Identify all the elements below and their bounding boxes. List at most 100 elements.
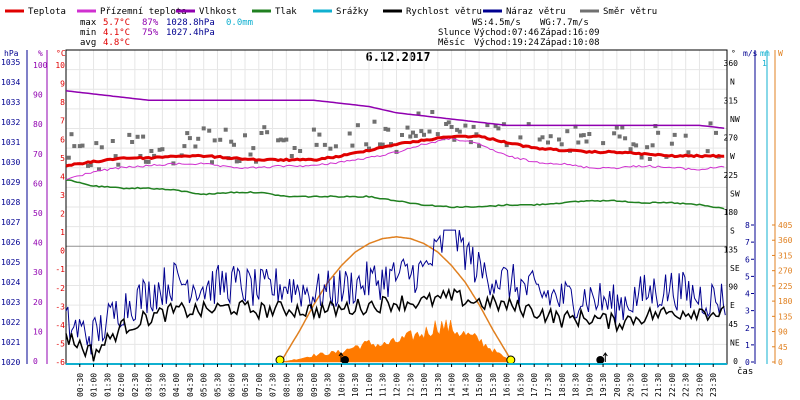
degc-tick-label: 10 — [55, 61, 65, 70]
stat-temperature: 4.1°C — [103, 28, 130, 38]
ms-tick-label: 0 — [745, 358, 750, 367]
x-tick-label: 17:00 — [530, 373, 539, 397]
moon-label: Měsíc — [438, 38, 465, 48]
axes: 00:30 01:00 01:30 02:00 02:30 03:00 03:30 04:00… — [1, 49, 793, 397]
degc-tick-label: -3 — [55, 302, 65, 311]
x-tick-label: 11:30 — [379, 373, 388, 397]
pct-tick-label: 0 — [33, 357, 38, 366]
wind-direction-point — [686, 150, 691, 155]
wind-direction-point — [196, 136, 201, 141]
degc-tick-label: -4 — [55, 321, 65, 330]
wind-direction-point — [66, 155, 71, 160]
wind-direction-point — [430, 110, 435, 114]
wind-direction-point — [289, 154, 294, 158]
wind-direction-point — [546, 140, 550, 145]
wind-direction-point — [463, 123, 468, 128]
stat-pressure: 1027.4hPa — [166, 28, 215, 38]
moonset-info: Západ:10:08 — [540, 38, 600, 48]
solar-radiation-area — [280, 319, 513, 363]
x-tick-label: 20:30 — [627, 373, 636, 397]
wind-direction-point — [669, 141, 674, 146]
moonrise-marker — [596, 356, 605, 364]
legend-label: Rychlost větru — [406, 7, 482, 17]
wind-direction-point — [367, 146, 371, 151]
wind-direction-point — [135, 134, 140, 139]
hpa-tick-label: 1025 — [1, 258, 20, 267]
dir-tick-label: SE — [730, 264, 740, 273]
x-tick-label: 21:30 — [654, 373, 663, 397]
ms-tick-label: 1 — [745, 341, 750, 350]
wind-direction-point — [708, 121, 713, 126]
wind-direction-point — [234, 159, 239, 164]
wind-direction-point — [457, 129, 462, 134]
mm-axis-unit: mm — [760, 49, 770, 58]
x-tick-label: 08:00 — [282, 373, 291, 397]
wind-direction-point — [501, 122, 506, 127]
wind-direction-point — [201, 126, 206, 131]
humidity-line — [65, 90, 725, 129]
pct-tick-label: 10 — [33, 327, 43, 336]
dir-tick-label: 90 — [728, 283, 738, 292]
degc-tick-label: 4 — [60, 172, 65, 181]
wind-direction-point — [411, 130, 415, 135]
wind-direction-point — [88, 163, 93, 168]
legend-label: Přízemní teplota — [100, 7, 187, 17]
wind-direction-point — [80, 143, 85, 148]
wind-direction-point — [576, 140, 581, 145]
w-tick-label: 0 — [778, 358, 783, 367]
x-tick-label: 06:30 — [241, 373, 250, 397]
wind-direction-point — [631, 142, 636, 147]
moonrise-info: Východ:19:24 — [474, 38, 539, 48]
wind-direction-point — [265, 130, 270, 135]
wind-direction-point — [628, 147, 633, 152]
x-axis-label: čas — [737, 366, 753, 377]
pct-tick-label: 70 — [33, 150, 43, 159]
wind-direction-point — [322, 142, 327, 147]
sunrise-info: Východ:07:46 — [474, 28, 539, 38]
x-tick-label: 01:30 — [103, 373, 112, 397]
wind-direction-point — [149, 149, 154, 153]
dir-tick-label: 135 — [724, 245, 739, 254]
x-tick-label: 23:30 — [709, 373, 718, 397]
wind-direction-point — [446, 120, 451, 125]
sunset-info: Západ:16:09 — [540, 28, 600, 38]
wind-direction-point — [355, 123, 360, 128]
wind-gust-info: WG:7.7m/s — [540, 18, 589, 28]
wind-direction-point — [380, 142, 385, 147]
wind-direction-point — [298, 149, 303, 153]
wind-speed-line — [65, 287, 725, 362]
degc-tick-label: 7 — [60, 117, 65, 126]
legend-label: Směr větru — [603, 7, 657, 17]
wind-direction-point — [284, 137, 289, 142]
wind-direction-point — [623, 136, 628, 141]
legend-label: Náraz větru — [506, 7, 566, 17]
x-tick-label: 12:30 — [406, 373, 415, 397]
degc-tick-label: 3 — [60, 191, 65, 200]
wind-direction-point — [276, 138, 281, 143]
stat-label: avg — [80, 38, 96, 48]
degc-axis-unit: °C — [56, 49, 66, 58]
wind-direction-point — [77, 144, 82, 149]
x-tick-label: 05:30 — [213, 373, 222, 397]
wind-direction-point — [584, 139, 589, 144]
x-tick-label: 10:00 — [337, 373, 346, 397]
pressure-line — [65, 179, 725, 210]
wind-direction-point — [634, 143, 639, 148]
wind-direction-point — [496, 126, 501, 131]
wind-direction-point — [232, 142, 236, 147]
moonset-marker — [340, 356, 349, 364]
x-tick-label: 11:00 — [365, 373, 374, 397]
wind-direction-point — [372, 119, 377, 124]
hpa-tick-label: 1028 — [1, 198, 20, 207]
wind-direction-point — [394, 149, 399, 154]
chart-title: 6.12.2017 — [365, 50, 430, 64]
wind-direction-point — [477, 143, 482, 148]
degc-tick-label: -5 — [55, 339, 65, 348]
x-tick-label: 20:00 — [613, 373, 622, 397]
degc-tick-label: 5 — [60, 154, 65, 163]
ms-tick-label: 8 — [745, 221, 750, 230]
wind-direction-point — [449, 125, 454, 129]
wind-direction-point — [364, 142, 369, 147]
hpa-tick-label: 1022 — [1, 318, 20, 327]
